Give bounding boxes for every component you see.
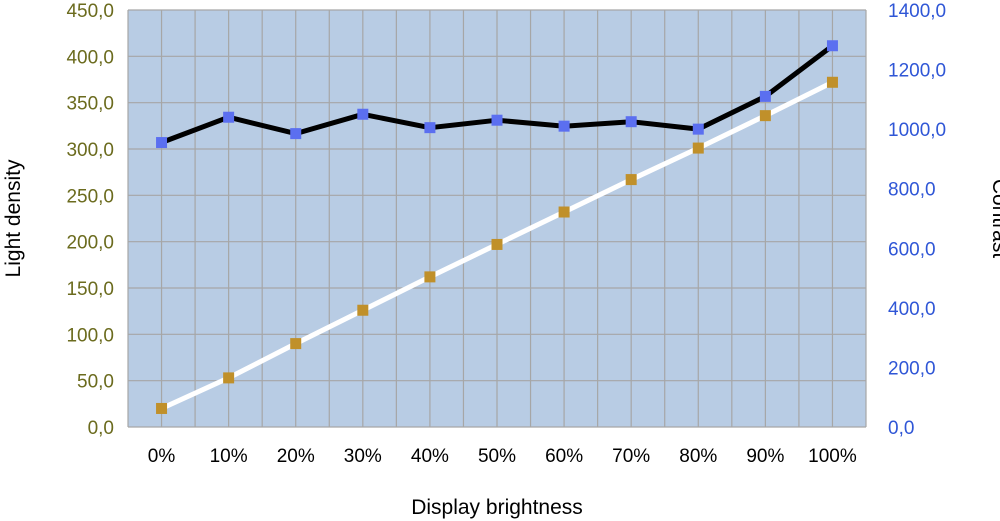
contrast-point	[290, 128, 302, 140]
x-tick-label: 100%	[808, 446, 857, 467]
x-tick-label: 60%	[545, 446, 583, 467]
tick-labels: 0,0 50,0 100,0 150,0 200,0 250,0 300,0 350,0 400…	[66, 1, 946, 467]
light-density-point	[156, 402, 168, 414]
y-tick-label: 350,0	[66, 94, 114, 115]
light-density-point	[759, 110, 771, 122]
series-markers	[156, 40, 838, 414]
y2-axis-title: Contrast	[988, 179, 1000, 259]
y-tick-label: 250,0	[66, 186, 114, 207]
y2-tick-label: 1000,0	[888, 120, 946, 141]
y-tick-label: 400,0	[66, 47, 114, 68]
contrast-point	[826, 40, 838, 52]
contrast-point	[759, 90, 771, 102]
light-density-point	[692, 142, 704, 154]
x-tick-label: 90%	[746, 446, 784, 467]
y-tick-label: 450,0	[66, 1, 114, 22]
y2-tick-label: 1200,0	[888, 61, 946, 82]
x-tick-label: 70%	[612, 446, 650, 467]
contrast-point	[156, 137, 168, 149]
light-density-point	[290, 338, 302, 350]
y-tick-label: 300,0	[66, 140, 114, 161]
x-tick-label: 20%	[277, 446, 315, 467]
x-tick-label: 10%	[210, 446, 248, 467]
light-density-point	[357, 304, 369, 316]
light-density-point	[826, 76, 838, 88]
x-tick-label: 30%	[344, 446, 382, 467]
y2-tick-label: 400,0	[888, 299, 936, 320]
contrast-point	[625, 116, 637, 128]
light-density-point	[558, 206, 570, 218]
light-density-point	[625, 174, 637, 186]
y-tick-label: 200,0	[66, 233, 114, 254]
light-density-point	[491, 238, 503, 250]
light-density-point	[424, 271, 436, 283]
contrast-point	[692, 123, 704, 135]
y2-tick-label: 1400,0	[888, 1, 946, 22]
contrast-point	[223, 111, 235, 123]
x-tick-label: 0%	[148, 446, 176, 467]
x-axis-title: Display brightness	[411, 496, 583, 519]
x-tick-label: 40%	[411, 446, 449, 467]
y2-tick-label: 0,0	[888, 418, 914, 439]
x-tick-label: 80%	[679, 446, 717, 467]
contrast-point	[491, 114, 503, 126]
y-tick-label: 50,0	[77, 372, 114, 393]
y2-tick-label: 600,0	[888, 239, 936, 260]
contrast-point	[424, 122, 436, 134]
contrast-point	[558, 120, 570, 132]
x-tick-label: 50%	[478, 446, 516, 467]
y-tick-label: 150,0	[66, 279, 114, 300]
light-density-point	[223, 372, 235, 384]
y-tick-label: 0,0	[88, 418, 114, 439]
contrast-point	[357, 108, 369, 120]
y-tick-label: 100,0	[66, 325, 114, 346]
y-axis-title: Light density	[2, 159, 25, 277]
grid-lines	[127, 9, 867, 428]
y2-tick-label: 800,0	[888, 180, 936, 201]
y2-tick-label: 200,0	[888, 358, 936, 379]
